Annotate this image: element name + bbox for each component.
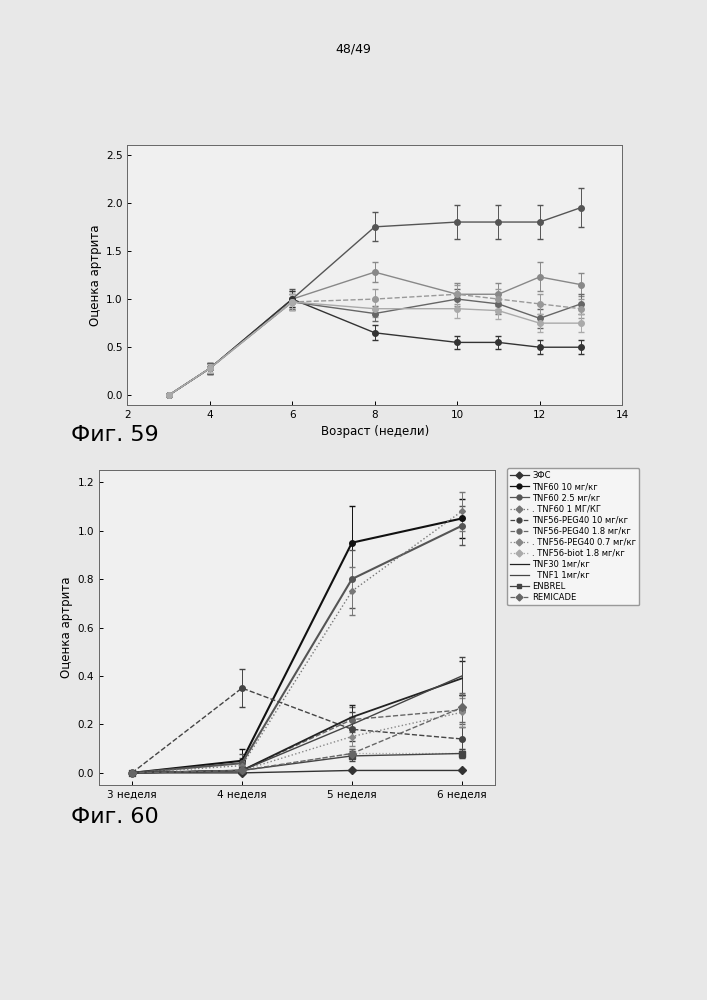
Text: Фиг. 60: Фиг. 60 [71,807,158,827]
X-axis label: Возраст (недели): Возраст (недели) [320,425,429,438]
Y-axis label: Оценка артрита: Оценка артрита [88,224,102,326]
Text: 48/49: 48/49 [336,42,371,55]
Text: Фиг. 59: Фиг. 59 [71,425,158,445]
Y-axis label: Оценка артрита: Оценка артрита [60,577,74,678]
Legend: ЗФС, TNF60 10 мг/кг, TNF60 2.5 мг/кг, . TNF60 1 МГ/КГ, TNF56-PEG40 10 мг/кг, TNF: ЗФС, TNF60 10 мг/кг, TNF60 2.5 мг/кг, . … [507,468,639,605]
